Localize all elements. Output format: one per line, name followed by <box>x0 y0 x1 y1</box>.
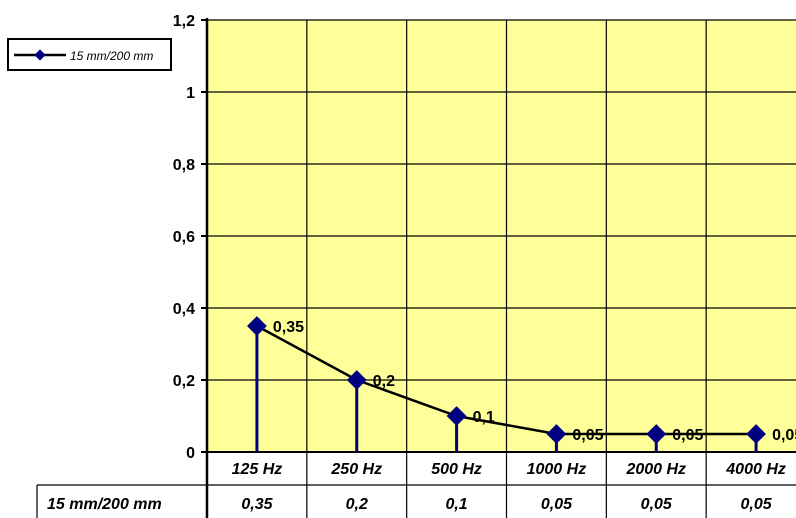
y-tick-label-0: 0 <box>186 445 195 462</box>
x-category-label-4: 2000 Hz <box>625 461 686 478</box>
axes: 0 0,2 0,4 0,6 0,8 1 1,2 125 Hz 250 Hz 500 Hz 1000 … <box>173 13 796 518</box>
x-category-label-1: 250 Hz <box>330 461 382 478</box>
data-label-1: 0,2 <box>373 373 395 390</box>
table-cell-0: 0,35 <box>241 496 273 513</box>
data-point-2 <box>446 406 467 426</box>
series-line <box>256 324 757 436</box>
legend-label: 15 mm/200 mm <box>70 49 153 63</box>
table-row-label: 15 mm/200 mm <box>47 496 162 513</box>
series-15mm-200mm: 0,35 0,2 0,1 0,05 0,05 0,05 <box>247 316 796 452</box>
y-tick-label-2: 0,4 <box>173 301 195 318</box>
data-point-3 <box>546 424 567 444</box>
data-point-0 <box>247 316 267 336</box>
y-tick-label-4: 0,8 <box>173 157 195 174</box>
data-label-0: 0,35 <box>273 319 304 336</box>
data-point-1 <box>346 370 367 390</box>
table-cell-2: 0,1 <box>445 496 467 513</box>
data-label-3: 0,05 <box>572 427 603 444</box>
x-category-label-5: 4000 Hz <box>725 461 786 478</box>
y-tick-label-5: 1 <box>186 85 195 102</box>
data-label-5: 0,05 <box>772 427 796 444</box>
x-category-label-0: 125 Hz <box>232 461 283 478</box>
y-tick-label-1: 0,2 <box>173 373 195 390</box>
table-cell-3: 0,05 <box>541 496 573 513</box>
table-cell-1: 0,2 <box>346 496 368 513</box>
y-tick-label-3: 0,6 <box>173 229 195 246</box>
table-cell-5: 0,05 <box>741 496 773 513</box>
table-cell-4: 0,05 <box>641 496 673 513</box>
data-table: 15 mm/200 mm 0,35 0,2 0,1 0,05 0,05 0,05 <box>36 484 796 518</box>
x-category-label-2: 500 Hz <box>431 461 482 478</box>
data-label-2: 0,1 <box>473 409 495 426</box>
data-label-4: 0,05 <box>672 427 703 444</box>
y-tick-label-6: 1,2 <box>173 13 195 30</box>
data-point-4 <box>646 424 667 444</box>
legend[interactable]: 15 mm/200 mm <box>7 38 172 71</box>
legend-diamond-marker <box>34 49 46 61</box>
data-point-5 <box>746 424 766 444</box>
x-category-label-3: 1000 Hz <box>527 461 587 478</box>
